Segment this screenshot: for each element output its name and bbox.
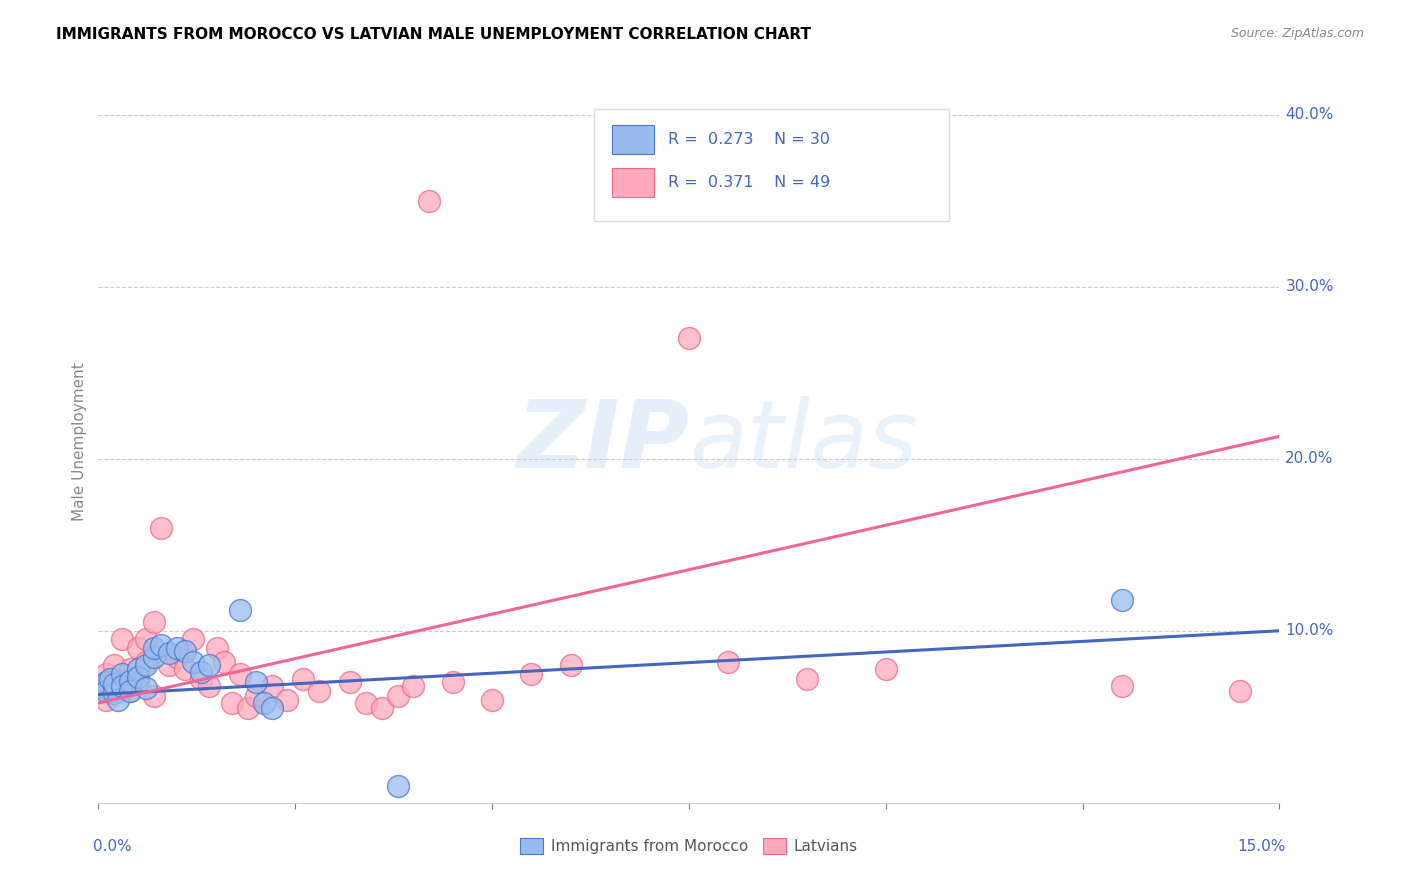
Point: [875, 662, 897, 676]
Point: [236, 701, 259, 715]
Point: [245, 675, 267, 690]
Point: [96, 692, 118, 706]
Legend: Immigrants from Morocco, Latvians: Immigrants from Morocco, Latvians: [515, 832, 863, 860]
Point: [229, 603, 252, 617]
Text: 0.0%: 0.0%: [93, 838, 131, 854]
Point: [308, 684, 330, 698]
Point: [157, 658, 180, 673]
Point: [387, 779, 409, 793]
Point: [520, 666, 543, 681]
Text: 10.0%: 10.0%: [1285, 624, 1334, 639]
Point: [135, 681, 157, 695]
Point: [560, 658, 582, 673]
Point: [127, 662, 149, 676]
Point: [96, 675, 118, 690]
Point: [402, 679, 425, 693]
Point: [91, 679, 114, 693]
Point: [118, 673, 141, 688]
Point: [717, 655, 740, 669]
Point: [339, 675, 361, 690]
Point: [276, 692, 298, 706]
Point: [96, 684, 118, 698]
Text: R =  0.273    N = 30: R = 0.273 N = 30: [668, 132, 830, 147]
Point: [260, 679, 283, 693]
Text: 20.0%: 20.0%: [1285, 451, 1334, 467]
Point: [260, 701, 283, 715]
Point: [214, 655, 236, 669]
Text: ZIP: ZIP: [516, 395, 689, 488]
Text: atlas: atlas: [689, 396, 917, 487]
Point: [142, 649, 165, 664]
Point: [678, 331, 700, 345]
Point: [221, 696, 243, 710]
Point: [135, 632, 157, 647]
Point: [190, 665, 212, 679]
Point: [229, 666, 252, 681]
Point: [118, 684, 141, 698]
Point: [135, 658, 157, 673]
Point: [103, 686, 125, 700]
Point: [150, 520, 173, 534]
Point: [174, 662, 197, 676]
Point: [111, 679, 134, 693]
Point: [150, 638, 173, 652]
Point: [205, 640, 228, 655]
Point: [98, 684, 121, 698]
Point: [796, 672, 818, 686]
Point: [292, 672, 315, 686]
Point: [142, 689, 165, 703]
Text: Source: ZipAtlas.com: Source: ZipAtlas.com: [1230, 27, 1364, 40]
Bar: [612, 125, 654, 154]
Point: [1229, 684, 1251, 698]
Point: [190, 672, 212, 686]
Point: [142, 615, 165, 630]
Point: [166, 649, 188, 664]
Point: [103, 677, 125, 691]
Point: [91, 679, 114, 693]
Point: [127, 640, 149, 655]
Point: [181, 632, 204, 647]
Bar: [612, 169, 654, 197]
Point: [1111, 592, 1133, 607]
Point: [111, 679, 134, 693]
Point: [441, 675, 464, 690]
Text: 40.0%: 40.0%: [1285, 107, 1334, 122]
Point: [197, 679, 219, 693]
Text: 30.0%: 30.0%: [1285, 279, 1334, 294]
Point: [118, 684, 141, 698]
Point: [107, 692, 129, 706]
Text: R =  0.371    N = 49: R = 0.371 N = 49: [668, 176, 830, 190]
Point: [103, 672, 125, 686]
Point: [96, 666, 118, 681]
Point: [157, 646, 180, 660]
Point: [253, 696, 276, 710]
FancyBboxPatch shape: [595, 109, 949, 221]
Point: [174, 644, 197, 658]
Point: [98, 672, 121, 686]
Point: [371, 701, 394, 715]
Point: [354, 696, 377, 710]
Y-axis label: Male Unemployment: Male Unemployment: [72, 362, 87, 521]
Point: [481, 692, 503, 706]
Point: [127, 670, 149, 684]
Text: IMMIGRANTS FROM MOROCCO VS LATVIAN MALE UNEMPLOYMENT CORRELATION CHART: IMMIGRANTS FROM MOROCCO VS LATVIAN MALE …: [56, 27, 811, 42]
Point: [103, 658, 125, 673]
Point: [1111, 679, 1133, 693]
Point: [181, 655, 204, 669]
Point: [111, 666, 134, 681]
Point: [418, 194, 440, 208]
Point: [245, 689, 267, 703]
Point: [142, 640, 165, 655]
Point: [387, 689, 409, 703]
Point: [118, 662, 141, 676]
Point: [135, 655, 157, 669]
Point: [111, 632, 134, 647]
Point: [127, 675, 149, 690]
Point: [197, 658, 219, 673]
Text: 15.0%: 15.0%: [1237, 838, 1285, 854]
Point: [166, 640, 188, 655]
